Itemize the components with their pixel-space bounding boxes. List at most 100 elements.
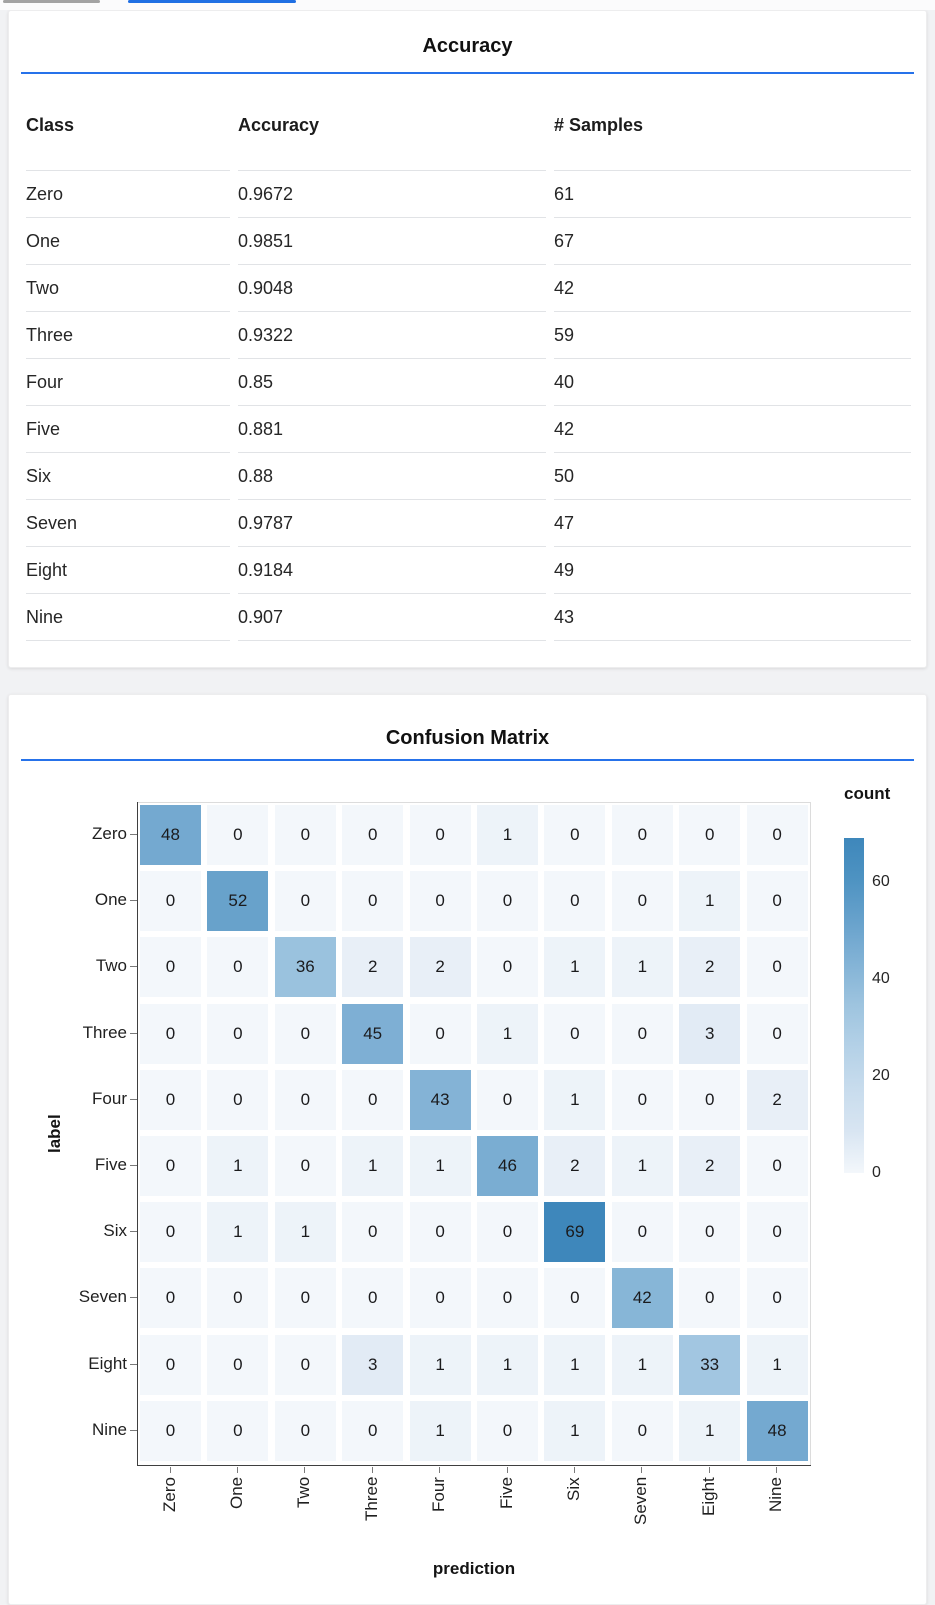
heatmap-cell: 1 <box>409 1334 471 1395</box>
y-axis-tick-label: Four <box>92 1088 127 1108</box>
y-axis-tick <box>130 834 137 835</box>
tab-indicator-inactive[interactable] <box>3 0 100 3</box>
table-cell: Four <box>26 358 230 405</box>
heatmap-cell: 0 <box>274 871 336 932</box>
heatmap-cell: 1 <box>477 1003 538 1064</box>
y-axis-tick <box>130 1098 137 1100</box>
y-axis-tick-label: Seven <box>78 1287 127 1307</box>
table-row: Four 0.85 40 <box>26 358 911 405</box>
heatmap-cell: 0 <box>207 805 269 865</box>
heatmap-cell: 2 <box>409 937 471 998</box>
table-cell: 42 <box>554 264 911 311</box>
legend-tick-label: 40 <box>872 969 890 987</box>
heatmap-cell: 0 <box>746 1003 808 1064</box>
y-axis-tick <box>130 1032 137 1034</box>
heatmap-cell: 0 <box>611 871 673 932</box>
heatmap-cell: 0 <box>477 1202 538 1263</box>
y-axis-line <box>137 802 138 1466</box>
table-cell: Seven <box>26 499 230 546</box>
heatmap-cell: 1 <box>544 1069 606 1130</box>
table-cell: 0.85 <box>238 358 546 405</box>
column-header: Accuracy <box>238 114 320 135</box>
heatmap-cell: 0 <box>140 1400 201 1461</box>
heatmap-cell: 1 <box>477 805 538 865</box>
heatmap-cell: 0 <box>409 1202 471 1263</box>
accuracy-card: Accuracy Class Accuracy # Samples Zero 0.96… <box>8 10 927 668</box>
legend-tick-label: 20 <box>872 1066 890 1084</box>
x-axis-line <box>137 1465 811 1466</box>
heatmap-cell: 33 <box>679 1334 741 1395</box>
x-axis-tick <box>169 1467 171 1473</box>
heatmap-cell: 2 <box>342 937 404 998</box>
table-cell: Nine <box>26 593 230 641</box>
legend-title: count <box>844 784 891 803</box>
heatmap-cell: 45 <box>342 1003 404 1064</box>
accuracy-card-title: Accuracy <box>422 35 513 57</box>
y-axis-tick <box>130 1297 137 1299</box>
heatmap-cell: 0 <box>140 937 201 998</box>
confusion-card-title: Confusion Matrix <box>385 727 550 749</box>
table-cell: Five <box>26 405 230 452</box>
x-axis-tick <box>371 1467 373 1473</box>
accuracy-table-header-row: Class Accuracy # Samples <box>26 104 911 170</box>
heatmap-cell: 1 <box>611 1334 673 1395</box>
table-row: Two 0.9048 42 <box>26 264 911 311</box>
heatmap-cell: 0 <box>611 1069 673 1130</box>
y-axis-tick-label: Three <box>82 1022 127 1042</box>
table-cell: Eight <box>26 546 230 593</box>
heatmap-cell: 0 <box>274 1136 336 1196</box>
x-axis-tick-label: Eight <box>698 1477 718 1516</box>
accuracy-title-underline <box>21 72 914 74</box>
y-axis-tick <box>130 1231 137 1233</box>
heatmap-cell: 0 <box>342 1069 404 1130</box>
y-axis-tick <box>130 900 137 902</box>
heatmap-cell: 2 <box>679 1136 741 1196</box>
accuracy-table: Class Accuracy # Samples Zero 0.9672 61 One 0.… <box>18 104 919 641</box>
legend-tick-label: 60 <box>872 872 890 890</box>
y-axis-tick <box>130 1363 137 1365</box>
y-axis-tick-label: Two <box>95 956 127 976</box>
table-cell: Six <box>26 452 230 499</box>
heatmap-cell: 0 <box>409 1268 471 1329</box>
table-cell: 0.9851 <box>238 217 546 264</box>
heatmap-cell: 48 <box>746 1400 808 1461</box>
y-axis-tick <box>130 1429 137 1431</box>
heatmap-cell: 0 <box>409 805 471 865</box>
table-row: Five 0.881 42 <box>26 405 911 452</box>
table-cell: Three <box>26 311 230 358</box>
heatmap-cell: 0 <box>140 871 201 932</box>
heatmap-cell: 0 <box>207 1268 269 1329</box>
heatmap-cell: 0 <box>746 871 808 932</box>
y-axis-tick-label: Six <box>103 1221 127 1241</box>
heatmap-cell: 48 <box>140 805 201 865</box>
heatmap-cell: 1 <box>544 937 606 998</box>
column-header: Class <box>26 114 75 135</box>
table-cell: 47 <box>554 499 911 546</box>
heatmap-cell: 3 <box>679 1003 741 1064</box>
table-cell: Two <box>26 264 230 311</box>
heatmap-cell: 43 <box>409 1069 471 1130</box>
heatmap-cell: 0 <box>679 1268 741 1329</box>
table-row: Three 0.9322 59 <box>26 311 911 358</box>
heatmap-cell: 52 <box>207 871 269 932</box>
heatmap-cell: 0 <box>746 937 808 998</box>
heatmap-cell: 1 <box>207 1136 269 1196</box>
heatmap-cell: 42 <box>611 1268 673 1329</box>
heatmap-cell: 46 <box>477 1136 538 1196</box>
heatmap-cell: 0 <box>611 1003 673 1064</box>
x-axis-tick-label: Five <box>496 1477 516 1510</box>
heatmap-cell: 0 <box>140 1268 201 1329</box>
table-cell: 0.881 <box>238 405 546 452</box>
tab-indicator-active[interactable] <box>128 0 296 3</box>
heatmap-cell: 0 <box>746 1268 808 1329</box>
heatmap-cell: 1 <box>679 871 741 932</box>
table-row: One 0.9851 67 <box>26 217 911 264</box>
table-cell: 0.9184 <box>238 546 546 593</box>
heatmap-cell: 0 <box>207 1400 269 1461</box>
heatmap-cell: 0 <box>477 937 538 998</box>
heatmap-cell: 0 <box>140 1003 201 1064</box>
x-axis-tick <box>641 1467 643 1473</box>
table-cell: 49 <box>554 546 911 593</box>
table-cell: 43 <box>554 593 911 641</box>
x-axis-tick-label: Zero <box>159 1477 179 1512</box>
